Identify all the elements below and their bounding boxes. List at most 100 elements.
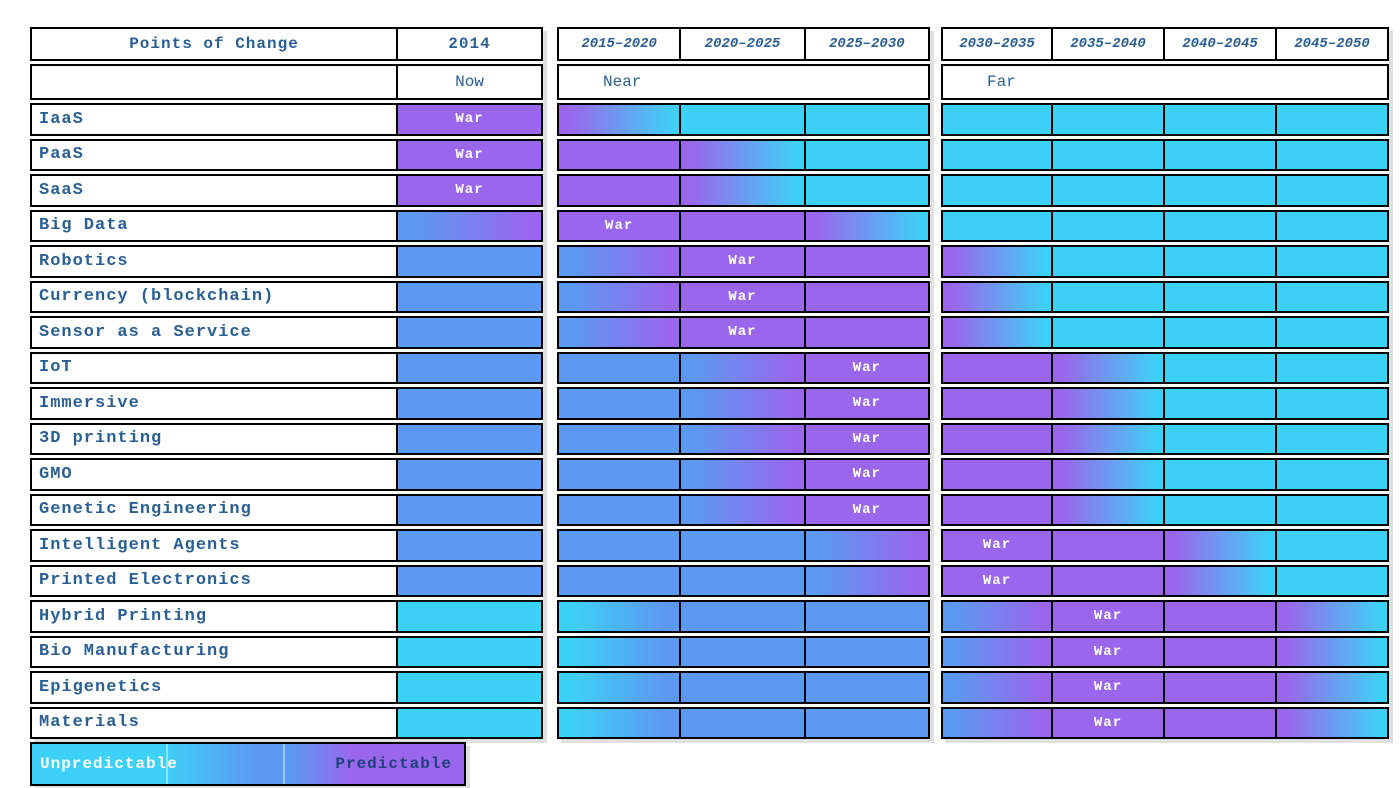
war-marker: War [455, 146, 484, 163]
grid-cell-printed-electronics-2014 [398, 564, 543, 597]
grid-cell-big-data-2025-2030 [805, 209, 930, 242]
predictability-legend: Unpredictable Predictable [30, 742, 466, 786]
grid-cell-saas-2040-2045 [1165, 174, 1277, 207]
row-label-sensor-as-a-service: Sensor as a Service [30, 316, 398, 349]
grid-cell-hybrid-printing-2045-2050 [1277, 600, 1389, 633]
grid-cell-gmo-2020-2025 [681, 458, 806, 491]
grid-cell-robotics-2030-2035 [941, 245, 1053, 278]
grid-cell-robotics-2014 [398, 245, 543, 278]
row-label-immersive: Immersive [30, 387, 398, 420]
war-marker: War [852, 359, 881, 376]
row-label-3d-printing: 3D printing [30, 422, 398, 455]
grid-cell-immersive-2015-2020 [557, 387, 682, 420]
row-label-robotics: Robotics [30, 245, 398, 278]
grid-cell-big-data-2020-2025 [681, 209, 806, 242]
grid-cell-hybrid-printing-2030-2035 [941, 600, 1053, 633]
grid-cell-paas-2020-2025 [681, 138, 806, 171]
grid-cell-epigenetics-2025-2030 [805, 671, 930, 704]
grid-cell-intelligent-agents-2045-2050 [1277, 529, 1389, 562]
header-2015-2020: 2015–2020 [557, 27, 682, 61]
war-marker: War [455, 182, 484, 199]
grid-cell-3d-printing-2040-2045 [1165, 422, 1277, 455]
grid-cell-hybrid-printing-2025-2030 [805, 600, 930, 633]
war-marker: War [455, 111, 484, 128]
grid-cell-hybrid-printing-2020-2025 [681, 600, 806, 633]
grid-cell-epigenetics-2030-2035 [941, 671, 1053, 704]
row-label-paas: PaaS [30, 138, 398, 171]
war-marker: War [605, 217, 634, 234]
table-far: 2030–2035 2035–2040 2040–2045 2045–2050 … [941, 27, 1389, 739]
grid-cell-materials-2020-2025 [681, 706, 806, 739]
grid-cell-materials-2030-2035 [941, 706, 1053, 739]
header-2020-2025: 2020–2025 [681, 27, 806, 61]
row-label-printed-electronics: Printed Electronics [30, 564, 398, 597]
grid-cell-intelligent-agents-2015-2020 [557, 529, 682, 562]
header-2025-2030: 2025–2030 [805, 27, 930, 61]
grid-cell-hybrid-printing-2040-2045 [1165, 600, 1277, 633]
row-label-saas: SaaS [30, 174, 398, 207]
grid-cell-currency-blockchain-2030-2035 [941, 280, 1053, 313]
grid-cell-immersive-2025-2030: War [805, 387, 930, 420]
war-marker: War [1093, 714, 1123, 731]
grid-cell-materials-2014 [398, 706, 543, 739]
grid-cell-saas-2045-2050 [1277, 174, 1389, 207]
war-marker: War [1093, 643, 1123, 660]
grid-cell-3d-printing-2045-2050 [1277, 422, 1389, 455]
grid-cell-immersive-2035-2040 [1053, 387, 1165, 420]
grid-cell-hybrid-printing-2035-2040: War [1053, 600, 1165, 633]
grid-cell-iaas-2025-2030 [805, 103, 930, 136]
grid-cell-materials-2040-2045 [1165, 706, 1277, 739]
grid-cell-iaas-2020-2025 [681, 103, 806, 136]
grid-cell-paas-2015-2020 [557, 138, 682, 171]
war-marker: War [852, 430, 881, 447]
grid-cell-sensor-as-a-service-2014 [398, 316, 543, 349]
grid-cell-gmo-2015-2020 [557, 458, 682, 491]
grid-cell-saas-2015-2020 [557, 174, 682, 207]
grid-cell-printed-electronics-2045-2050 [1277, 564, 1389, 597]
row-label-iot: IoT [30, 351, 398, 384]
grid-cell-materials-2015-2020 [557, 706, 682, 739]
subheader-near: Near [557, 64, 930, 100]
grid-cell-paas-2025-2030 [805, 138, 930, 171]
grid-cell-big-data-2014 [398, 209, 543, 242]
grid-cell-genetic-engineering-2045-2050 [1277, 493, 1389, 526]
war-marker: War [852, 466, 881, 483]
header-2014: 2014 [398, 27, 543, 61]
grid-cell-gmo-2040-2045 [1165, 458, 1277, 491]
grid-cell-paas-2045-2050 [1277, 138, 1389, 171]
grid-cell-gmo-2025-2030: War [805, 458, 930, 491]
grid-cell-paas-2040-2045 [1165, 138, 1277, 171]
grid-cell-gmo-2014 [398, 458, 543, 491]
header-points-of-change: Points of Change [30, 27, 398, 61]
grid-cell-genetic-engineering-2035-2040 [1053, 493, 1165, 526]
grid-cell-hybrid-printing-2015-2020 [557, 600, 682, 633]
war-marker: War [1093, 608, 1123, 625]
war-marker: War [728, 288, 757, 305]
grid-cell-iot-2035-2040 [1053, 351, 1165, 384]
grid-cell-materials-2025-2030 [805, 706, 930, 739]
grid-cell-bio-manufacturing-2035-2040: War [1053, 635, 1165, 668]
grid-cell-immersive-2040-2045 [1165, 387, 1277, 420]
grid-cell-currency-blockchain-2020-2025: War [681, 280, 806, 313]
subheader-now: Now [398, 64, 543, 100]
grid-cell-big-data-2030-2035 [941, 209, 1053, 242]
grid-cell-iaas-2040-2045 [1165, 103, 1277, 136]
grid-cell-saas-2030-2035 [941, 174, 1053, 207]
grid-cell-bio-manufacturing-2014 [398, 635, 543, 668]
grid-cell-intelligent-agents-2030-2035: War [941, 529, 1053, 562]
grid-cell-robotics-2045-2050 [1277, 245, 1389, 278]
grid-cell-immersive-2020-2025 [681, 387, 806, 420]
table-now: Points of Change 2014 Now IaaS War PaaS War… [30, 27, 543, 739]
row-label-currency-blockchain: Currency (blockchain) [30, 280, 398, 313]
legend-unpredictable-label: Unpredictable [40, 755, 178, 773]
war-marker: War [852, 395, 881, 412]
legend-separator [282, 744, 285, 784]
grid-cell-genetic-engineering-2025-2030: War [805, 493, 930, 526]
grid-cell-intelligent-agents-2040-2045 [1165, 529, 1277, 562]
grid-cell-immersive-2014 [398, 387, 543, 420]
grid-cell-iaas-2045-2050 [1277, 103, 1389, 136]
grid-cell-epigenetics-2035-2040: War [1053, 671, 1165, 704]
grid-cell-3d-printing-2020-2025 [681, 422, 806, 455]
grid-cell-immersive-2030-2035 [941, 387, 1053, 420]
